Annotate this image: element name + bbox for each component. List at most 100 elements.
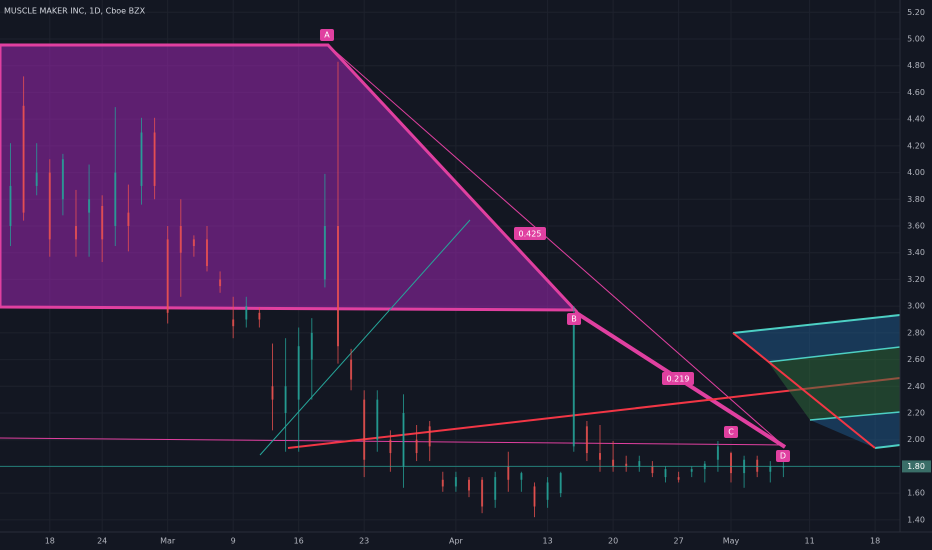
y-tick-label: 2.00 (907, 435, 925, 444)
candle-body (716, 446, 719, 460)
x-tick-label: Mar (160, 537, 176, 546)
x-tick-label: 13 (543, 537, 553, 546)
y-tick-label: 3.20 (907, 275, 925, 284)
x-tick-label: 9 (231, 537, 236, 546)
y-tick-label: 2.40 (907, 382, 925, 391)
candle-body (546, 482, 549, 500)
candle-body (690, 469, 693, 472)
badge (514, 227, 546, 240)
xab-pattern (0, 43, 579, 312)
badge (320, 29, 334, 41)
y-tick-label: 2.60 (907, 355, 925, 364)
candle-body (245, 306, 248, 320)
channel-line (732, 332, 876, 449)
candle-body (428, 426, 431, 447)
x-tick-label: Apr (449, 537, 464, 546)
candle-body (48, 172, 51, 240)
candle-body (271, 386, 274, 400)
candles (9, 61, 785, 518)
candle-body (599, 453, 601, 460)
x-tick-label: 27 (674, 537, 684, 546)
candle-body (61, 159, 64, 200)
candle-body (205, 239, 208, 267)
drawings (0, 43, 901, 456)
candle-body (74, 225, 77, 240)
candle-body (520, 473, 523, 480)
trend-line (259, 219, 471, 456)
point-label: C (728, 428, 734, 437)
candle-body (507, 466, 510, 480)
candle-body (179, 225, 182, 253)
candle-body (9, 185, 12, 226)
candle-body (481, 479, 484, 507)
ratio-label: 0.219 (667, 375, 690, 384)
candle-body (415, 439, 418, 454)
candle-body (454, 477, 457, 487)
channel-zone (810, 412, 900, 448)
ratio-label: 0.425 (519, 230, 542, 239)
candle-body (769, 466, 772, 472)
y-tick-label: 1.60 (907, 489, 925, 498)
point-label: B (571, 315, 577, 324)
y-tick-label: 4.20 (907, 141, 925, 150)
candle-body (192, 239, 195, 247)
y-tick-label: 1.40 (907, 515, 925, 524)
candle-body (533, 486, 536, 507)
candle-body (232, 319, 235, 327)
y-tick-label: 4.00 (907, 168, 925, 177)
x-tick-label: 18 (870, 537, 880, 546)
y-tick-label: 3.40 (907, 248, 925, 257)
y-tick-label: 4.40 (907, 115, 925, 124)
candle-body (677, 477, 680, 480)
badge (724, 426, 738, 438)
candle-body (127, 212, 130, 226)
y-tick-label: 3.60 (907, 221, 925, 230)
badge (662, 372, 694, 385)
x-tick-label: 23 (359, 537, 369, 546)
y-tick-label: 5.20 (907, 8, 925, 17)
a-d-line (327, 44, 786, 448)
candle-body (376, 399, 379, 440)
y-tick-label: 3.00 (907, 302, 925, 311)
y-tick-label: 5.00 (907, 35, 925, 44)
candle-body (494, 477, 497, 500)
axes: 1.40 1.60 1.80 2.00 2.20 2.40 2.60 2.80 3.00 3.20… (0, 8, 931, 546)
candle-body (140, 132, 143, 186)
candle-body (22, 105, 25, 213)
x-tick-label: 24 (97, 537, 107, 546)
y-tick-label: 2.80 (907, 328, 925, 337)
last-price-badge (902, 460, 931, 473)
candle-body (664, 469, 667, 478)
candle-body (297, 346, 300, 400)
candle-body (467, 479, 470, 491)
candle-body (612, 459, 615, 467)
channel-line (874, 444, 901, 449)
channel-line (732, 314, 901, 334)
candle-body (585, 426, 588, 454)
candle-body (166, 239, 169, 313)
candle-body (284, 386, 287, 413)
candle-body (350, 359, 353, 380)
candle-body (35, 172, 38, 186)
candle-body (363, 399, 366, 460)
candle-body (114, 172, 117, 226)
x-tick-label: 16 (294, 537, 304, 546)
point-label: A (324, 31, 330, 40)
channel-line (809, 411, 901, 421)
x-tick-label: 18 (45, 537, 55, 546)
candle-body (219, 279, 222, 287)
candle-body (336, 225, 339, 347)
point-label: D (780, 452, 786, 461)
last-price-label: 1.80 (907, 462, 925, 471)
candle-body (441, 479, 444, 487)
y-tick-label: 3.80 (907, 195, 925, 204)
candle-body (730, 453, 733, 474)
badge (776, 450, 790, 462)
chart-title: MUSCLE MAKER INC, 1D, Cboe BZX (4, 7, 146, 16)
candle-body (756, 459, 759, 472)
candle-body (258, 312, 261, 320)
candle-body (402, 412, 405, 467)
candle-body (88, 199, 91, 213)
channel-line (767, 346, 901, 363)
